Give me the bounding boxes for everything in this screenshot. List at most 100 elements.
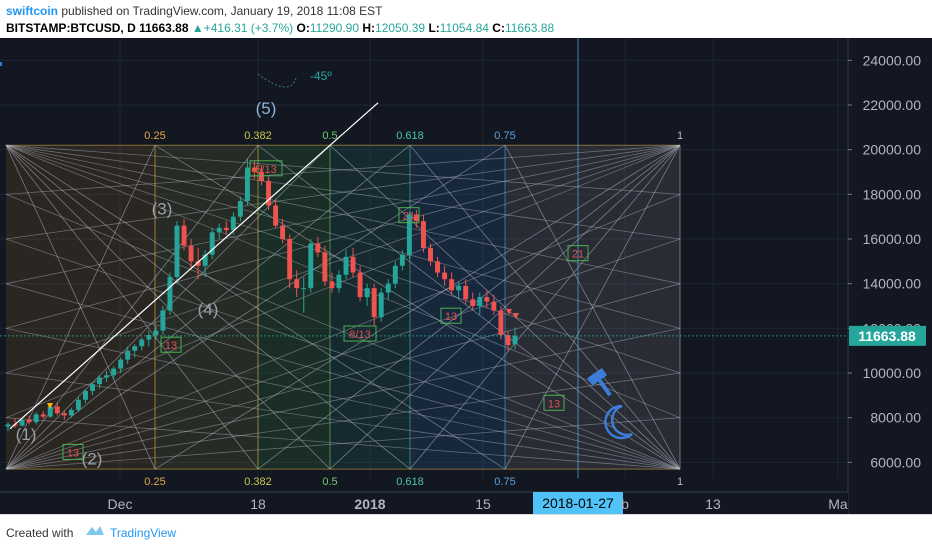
count-label-box xyxy=(567,245,589,262)
candle-body xyxy=(167,276,173,311)
count-label-box xyxy=(249,160,283,177)
fan-line xyxy=(5,144,681,195)
candle-body xyxy=(153,330,159,336)
candle xyxy=(378,288,384,322)
candle xyxy=(104,370,110,382)
fan-line xyxy=(5,283,681,470)
candle xyxy=(385,279,391,300)
candle-body xyxy=(392,265,398,284)
candle xyxy=(54,402,60,416)
candle-body xyxy=(111,368,117,376)
candle xyxy=(68,407,74,418)
candle-body xyxy=(484,297,490,302)
candle xyxy=(216,223,222,240)
price-tick-label: 24000.00 xyxy=(863,52,922,68)
fan-line xyxy=(5,144,506,470)
fan-line xyxy=(5,144,681,374)
candle-body xyxy=(195,261,201,266)
cursor-date-badge xyxy=(533,492,623,514)
candle-body xyxy=(428,247,433,262)
candle xyxy=(139,337,145,351)
angle-arc xyxy=(257,73,297,88)
fan-line xyxy=(257,144,681,470)
candle xyxy=(301,276,307,313)
time-tick-label: 2018 xyxy=(354,496,385,512)
fan-line xyxy=(5,144,681,240)
candle xyxy=(90,381,95,396)
count-label: 13 xyxy=(160,336,182,353)
candle-body xyxy=(118,359,124,369)
time-tick-label: b xyxy=(621,496,629,512)
candle xyxy=(266,176,272,210)
candle xyxy=(33,412,39,425)
candle-body xyxy=(477,297,483,307)
candle-body xyxy=(456,285,462,291)
candle-body xyxy=(357,272,363,298)
tradingview-logo-icon[interactable] xyxy=(84,523,106,539)
fib-top-label: 0.618 xyxy=(396,130,424,142)
candle-body xyxy=(202,254,208,266)
candle xyxy=(118,357,124,374)
fan-line xyxy=(5,144,681,285)
fib-top-label: 0.25 xyxy=(144,130,165,142)
price-value: 11663.88 xyxy=(139,21,189,35)
time-tick-label: 15 xyxy=(475,496,491,512)
candle-body xyxy=(104,375,110,378)
fib-top-label: 0.5 xyxy=(322,130,337,142)
price-tick-label: 16000.00 xyxy=(863,231,922,247)
candle-body xyxy=(505,335,511,346)
count-label-text: 8/13 xyxy=(349,329,370,341)
price-tick-label: 8000.00 xyxy=(870,410,921,426)
fib-bottom-label: 0.382 xyxy=(244,476,272,488)
fan-line xyxy=(5,417,681,470)
chart-header: swiftcoin published on TradingView.com, … xyxy=(0,0,932,38)
price-tick-label: 20000.00 xyxy=(863,142,922,158)
fan-line xyxy=(5,372,681,470)
chart-area[interactable]: 0.25 0.382 0.5 0.618 0.75 1 0.25 0.382 0.5 0.618 0… xyxy=(0,38,932,514)
price-tick-label: 10000.00 xyxy=(863,365,922,381)
fan-line xyxy=(5,144,681,329)
author-link[interactable]: swiftcoin xyxy=(6,4,59,18)
candle xyxy=(350,247,356,277)
count-label-box xyxy=(160,336,182,353)
candle-body xyxy=(364,288,370,298)
candle xyxy=(329,272,335,293)
price-tick-label: 14000.00 xyxy=(863,276,922,292)
fan-line xyxy=(5,327,681,470)
candle-body xyxy=(308,243,314,289)
candle xyxy=(280,218,286,244)
candle xyxy=(26,415,32,425)
open-label: O: xyxy=(296,21,310,35)
candle-body xyxy=(132,346,138,351)
fib-top-label: 1 xyxy=(677,130,683,142)
triangle-up-icon: ▲ xyxy=(191,21,204,35)
annotations-group: -45º (1) (2) (3) (4) (5) 13 13 5/13 21 8/13 13 21 13 xyxy=(0,38,848,478)
fan-line xyxy=(5,193,681,470)
price-chart-svg[interactable]: 0.25 0.382 0.5 0.618 0.75 1 0.25 0.382 0.5 0.618 0… xyxy=(0,38,932,514)
candle-body xyxy=(463,285,469,300)
candle xyxy=(75,397,81,413)
tradingview-brand-link[interactable]: TradingView xyxy=(110,526,177,540)
candle-body xyxy=(273,205,279,226)
fan-line xyxy=(5,144,681,419)
count-label: 13 xyxy=(440,307,462,324)
candle xyxy=(308,239,314,293)
candle xyxy=(420,214,426,253)
fan-line xyxy=(5,283,681,470)
candle-body xyxy=(336,274,342,289)
fib-bottom-label: 1 xyxy=(677,476,683,488)
wave-label: (2) xyxy=(82,450,103,469)
candle-body xyxy=(413,214,419,222)
gavel-icon xyxy=(587,368,612,397)
wave-label: (1) xyxy=(16,425,37,444)
fan-line xyxy=(5,238,681,470)
candle-body xyxy=(209,232,215,255)
symbol-label: BITSTAMP:BTCUSD, D xyxy=(6,21,136,35)
count-label: 13 xyxy=(62,443,84,460)
candle xyxy=(364,283,370,307)
candle xyxy=(428,243,433,266)
candle-body xyxy=(491,301,497,311)
cursor-date-text: 2018-01-27 xyxy=(542,495,614,511)
count-label-box xyxy=(398,207,420,224)
gavel-handle xyxy=(598,379,612,397)
